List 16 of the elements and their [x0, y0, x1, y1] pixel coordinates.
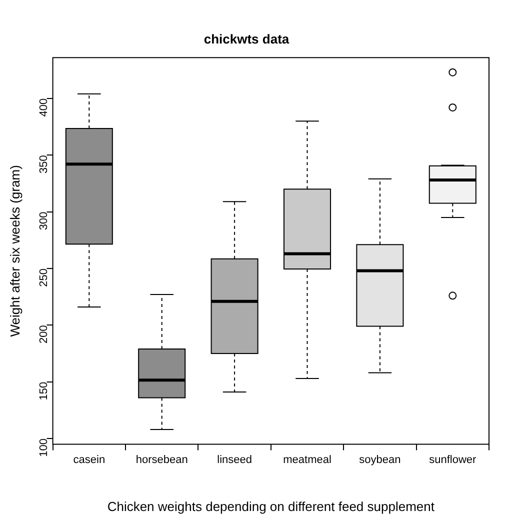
- y-tick-label: 350: [38, 155, 50, 174]
- x-tick-label: meatmeal: [283, 454, 332, 466]
- y-axis-title: Weight after six weeks (gram): [7, 165, 22, 337]
- x-tick-label: casein: [73, 454, 106, 466]
- y-tick-label: 400: [38, 98, 50, 117]
- y-tick-label: 100: [38, 438, 50, 457]
- y-tick-label: 300: [38, 212, 50, 230]
- x-tick-label: sunflower: [429, 454, 477, 466]
- y-tick-label: 250: [38, 268, 50, 287]
- y-tick-label: 200: [38, 325, 50, 344]
- x-tick-label: soybean: [359, 454, 401, 466]
- x-tick-label: linseed: [217, 454, 252, 466]
- y-tick-label: 150: [38, 382, 50, 400]
- x-axis-title: Chicken weights depending on different feed supplement: [107, 498, 435, 514]
- x-tick-label: horsebean: [136, 454, 188, 466]
- chart-title: chickwts data: [204, 31, 290, 46]
